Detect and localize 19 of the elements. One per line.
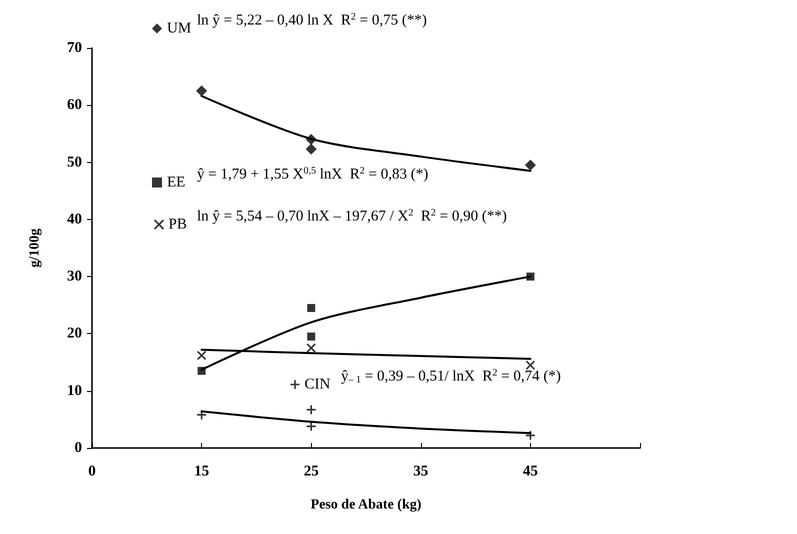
x-tick-label: 25 — [304, 464, 319, 480]
y-tick-label: 70 — [67, 40, 82, 56]
y-tick-label: 0 — [74, 440, 82, 456]
y-tick-label: 60 — [67, 97, 82, 114]
x-tick-label: 35 — [413, 464, 428, 480]
x-axis-title: Peso de Abate (kg) — [310, 498, 422, 512]
legend-label: PB — [168, 216, 187, 232]
y-tick-label: 50 — [67, 154, 82, 170]
legend-label: EE — [167, 174, 186, 190]
y-tick-label: 30 — [67, 268, 82, 285]
legend-label: UM — [167, 20, 192, 36]
y-tick-label: 40 — [67, 211, 82, 228]
y-axis-title: g/100g — [28, 228, 42, 268]
y-tick-label: 20 — [67, 326, 82, 342]
y-tick-label: 10 — [67, 382, 82, 399]
legend-label: CIN — [304, 376, 330, 392]
x-tick-label: 0 — [88, 464, 96, 480]
x-tick-label: 15 — [194, 464, 210, 480]
x-tick-label: 45 — [522, 464, 538, 480]
